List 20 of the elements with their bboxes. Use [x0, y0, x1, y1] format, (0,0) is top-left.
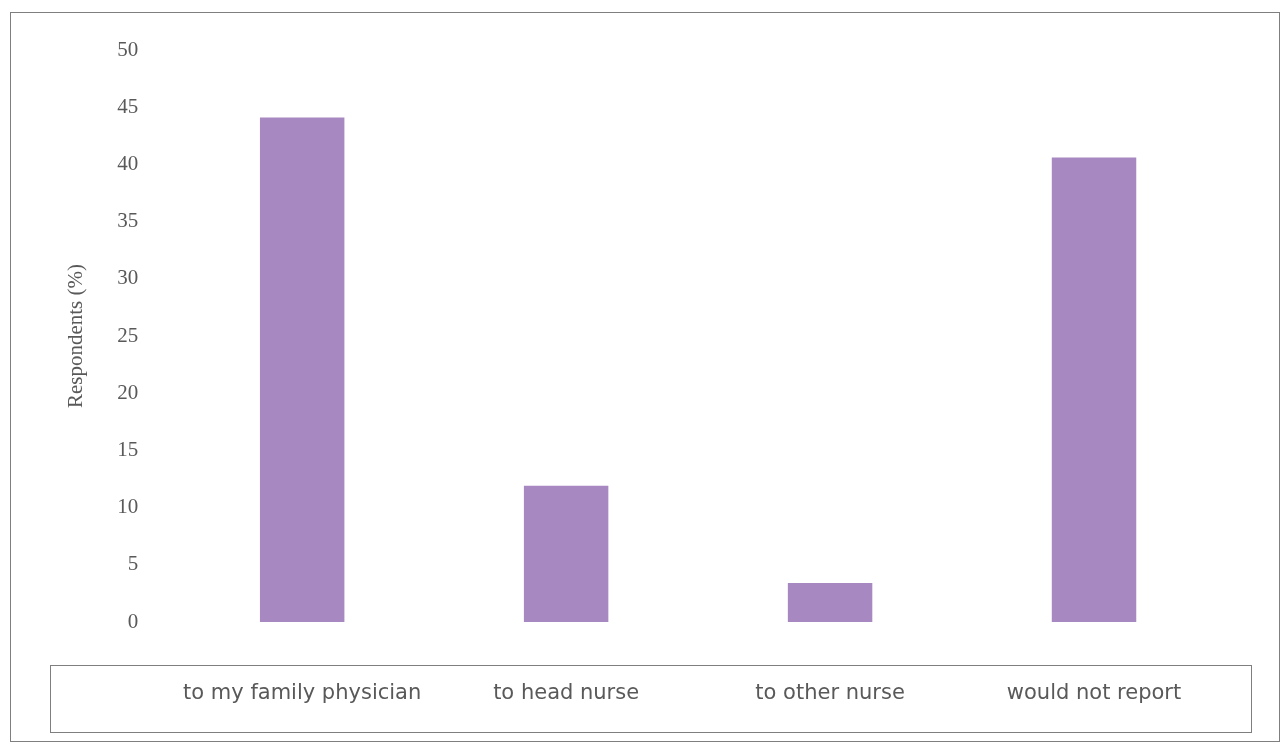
- y-axis-title: Respondents (%): [63, 263, 88, 409]
- y-tick-label: 10: [117, 494, 139, 519]
- y-tick-label: 45: [117, 93, 139, 118]
- y-tick-label: 50: [117, 36, 139, 61]
- y-tick-label: 40: [117, 150, 139, 175]
- y-tick-label: 25: [117, 322, 139, 347]
- y-tick-label: 30: [117, 265, 139, 290]
- x-tick-label: to head nurse: [493, 680, 640, 705]
- x-tick-label: to my family physician: [183, 680, 422, 705]
- bar: [259, 117, 345, 622]
- bar: [1051, 157, 1137, 622]
- x-tick-label: to other nurse: [755, 680, 905, 705]
- y-tick-label: 20: [117, 379, 139, 404]
- y-tick-label: 0: [127, 608, 139, 633]
- bar: [523, 485, 609, 622]
- y-tick-label: 15: [117, 436, 139, 461]
- x-tick-label: would not report: [1006, 680, 1182, 705]
- bar: [787, 583, 873, 622]
- y-tick-label: 35: [117, 208, 139, 233]
- y-tick-label: 5: [127, 551, 139, 576]
